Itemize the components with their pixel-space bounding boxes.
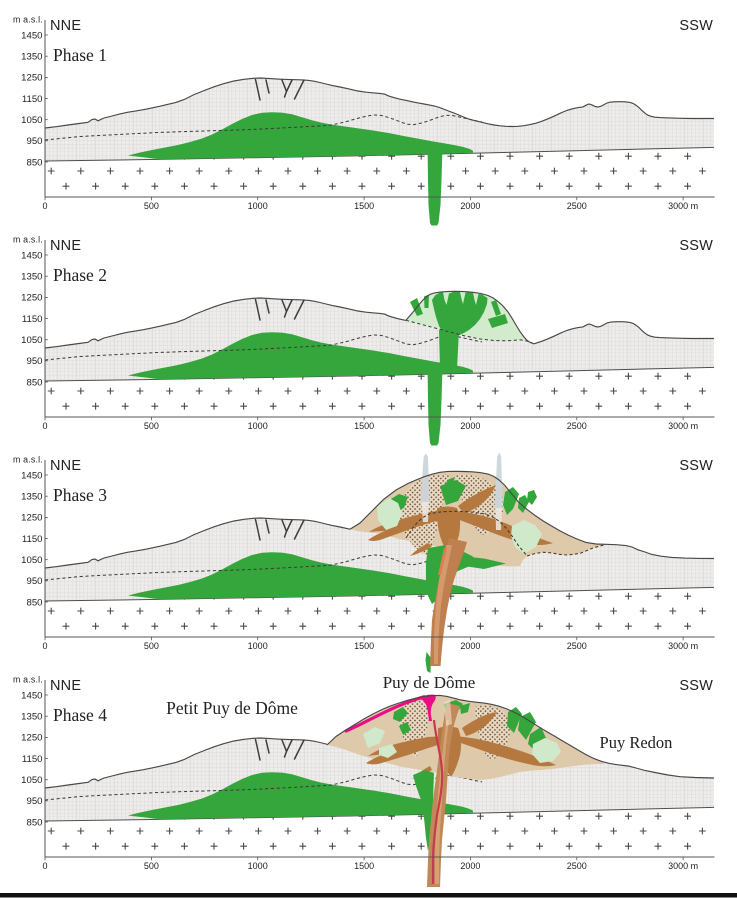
svg-text:Phase 2: Phase 2 bbox=[53, 265, 107, 285]
svg-text:Puy de Dôme: Puy de Dôme bbox=[383, 673, 476, 692]
svg-text:Petit Puy de Dôme: Petit Puy de Dôme bbox=[166, 698, 298, 718]
svg-text:Phase 3: Phase 3 bbox=[53, 485, 107, 505]
svg-text:Phase 4: Phase 4 bbox=[53, 705, 107, 725]
svg-text:Puy Redon: Puy Redon bbox=[600, 733, 673, 752]
svg-text:Phase 1: Phase 1 bbox=[53, 45, 107, 65]
